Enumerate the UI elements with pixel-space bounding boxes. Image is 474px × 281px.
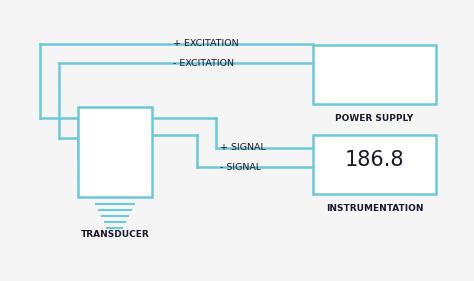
Text: INSTRUMENTATION: INSTRUMENTATION xyxy=(326,204,423,213)
Text: - EXCITATION: - EXCITATION xyxy=(173,59,234,68)
Text: TRANSDUCER: TRANSDUCER xyxy=(81,230,150,239)
Bar xyxy=(313,45,436,104)
Bar xyxy=(78,107,152,197)
Text: + EXCITATION: + EXCITATION xyxy=(173,39,238,48)
Text: POWER SUPPLY: POWER SUPPLY xyxy=(335,114,414,123)
Text: + SIGNAL: + SIGNAL xyxy=(220,143,266,152)
Text: - SIGNAL: - SIGNAL xyxy=(220,163,262,172)
Text: 186.8: 186.8 xyxy=(345,150,404,170)
Bar xyxy=(313,135,436,194)
